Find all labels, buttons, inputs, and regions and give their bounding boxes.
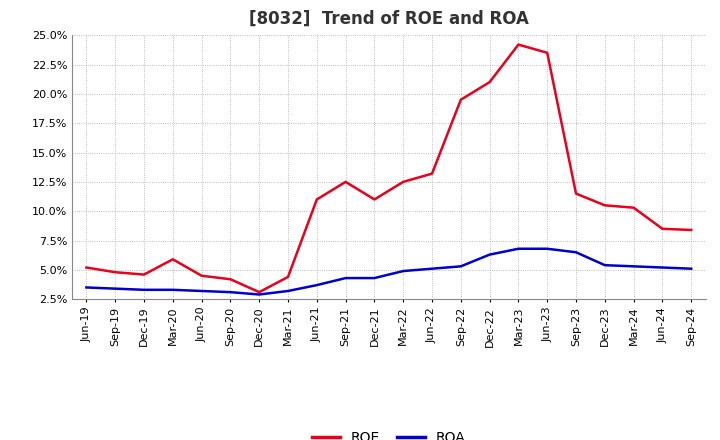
ROA bbox=[543, 246, 552, 251]
ROE bbox=[197, 273, 206, 279]
ROA bbox=[82, 285, 91, 290]
ROE bbox=[456, 97, 465, 103]
ROE bbox=[370, 197, 379, 202]
ROE bbox=[341, 179, 350, 184]
ROA bbox=[284, 288, 292, 293]
ROE bbox=[514, 42, 523, 47]
ROE bbox=[629, 205, 638, 210]
ROE bbox=[312, 197, 321, 202]
Title: [8032]  Trend of ROE and ROA: [8032] Trend of ROE and ROA bbox=[249, 10, 528, 28]
Line: ROA: ROA bbox=[86, 249, 691, 294]
Line: ROE: ROE bbox=[86, 44, 691, 292]
ROA bbox=[197, 288, 206, 293]
ROA bbox=[658, 265, 667, 270]
ROA bbox=[629, 264, 638, 269]
ROA bbox=[111, 286, 120, 291]
ROA bbox=[485, 252, 494, 257]
Legend: ROE, ROA: ROE, ROA bbox=[307, 425, 471, 440]
ROA bbox=[687, 266, 696, 271]
ROA bbox=[341, 275, 350, 281]
ROE bbox=[82, 265, 91, 270]
ROE bbox=[543, 50, 552, 55]
ROE bbox=[226, 277, 235, 282]
ROA bbox=[399, 268, 408, 274]
ROA bbox=[456, 264, 465, 269]
ROA bbox=[572, 249, 580, 255]
ROA bbox=[255, 292, 264, 297]
ROE bbox=[600, 203, 609, 208]
ROE bbox=[168, 257, 177, 262]
ROE bbox=[428, 171, 436, 176]
ROA bbox=[312, 282, 321, 288]
ROA bbox=[140, 287, 148, 293]
ROE bbox=[284, 274, 292, 279]
ROE bbox=[255, 290, 264, 295]
ROE bbox=[658, 226, 667, 231]
ROA bbox=[370, 275, 379, 281]
ROE bbox=[399, 179, 408, 184]
ROE bbox=[140, 272, 148, 277]
ROA bbox=[514, 246, 523, 251]
ROA bbox=[600, 263, 609, 268]
ROE bbox=[572, 191, 580, 196]
ROA bbox=[428, 266, 436, 271]
ROE bbox=[111, 270, 120, 275]
ROE bbox=[687, 227, 696, 233]
ROA bbox=[226, 290, 235, 295]
ROE bbox=[485, 80, 494, 85]
ROA bbox=[168, 287, 177, 293]
